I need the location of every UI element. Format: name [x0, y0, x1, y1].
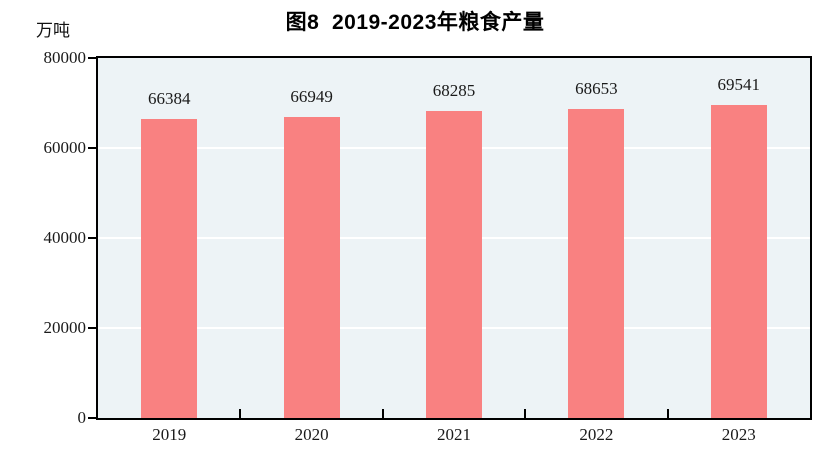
- y-axis-tick-label: 60000: [43, 138, 87, 157]
- y-axis-tick-mark: [88, 57, 96, 59]
- x-axis-tick-label: 2023: [721, 425, 756, 444]
- bar: [710, 105, 767, 418]
- bar-value-label: 69541: [717, 75, 761, 95]
- y-axis-tick-label: 40000: [43, 228, 87, 247]
- x-axis-tick-label: 2022: [579, 425, 614, 444]
- chart-title: 图8 2019-2023年粮食产量: [285, 11, 545, 34]
- x-axis-tick-mark: [239, 409, 242, 418]
- x-axis-tick-label: 2021: [437, 425, 471, 444]
- bar-value-label: 68285: [432, 80, 476, 100]
- y-axis-tick-label: 20000: [43, 318, 87, 337]
- bar: [568, 109, 625, 418]
- bar-value-label: 66949: [290, 86, 333, 106]
- bar-value-label: 68653: [575, 79, 618, 99]
- y-axis-tick-mark: [88, 327, 96, 329]
- x-axis-tick-label: 2020: [294, 425, 329, 444]
- y-axis-unit-label: 万吨: [36, 21, 70, 40]
- y-axis-tick-mark: [88, 147, 96, 149]
- x-axis-tick-mark: [666, 409, 669, 418]
- y-axis-tick-mark: [88, 237, 96, 239]
- bar-value-label: 66384: [147, 89, 191, 109]
- plot-area: 66384 66949 68285 68653 69541: [96, 56, 812, 420]
- bar: [426, 110, 482, 418]
- y-axis-tick-label: 80000: [43, 48, 87, 67]
- x-axis-tick-mark: [381, 409, 384, 418]
- x-axis-tick-label: 2019: [152, 425, 187, 444]
- bar: [141, 119, 198, 418]
- y-axis-tick-label: 0: [77, 408, 87, 427]
- bar: [283, 116, 340, 418]
- y-axis-tick-mark: [88, 417, 96, 419]
- x-axis-tick-mark: [524, 409, 527, 418]
